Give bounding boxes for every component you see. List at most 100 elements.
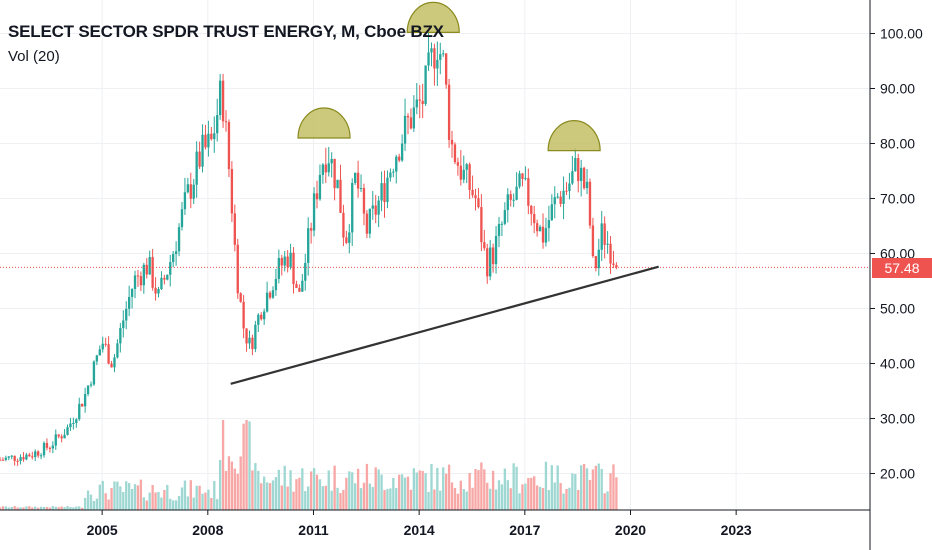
peak-arc-marker (297, 107, 351, 139)
volume-bar (248, 421, 251, 510)
candle-body (101, 343, 104, 350)
volume-bar (527, 477, 530, 510)
candle-body (348, 232, 351, 243)
volume-bar (31, 507, 34, 510)
candle-body (359, 188, 363, 190)
candle-body (547, 220, 551, 229)
volume-bar (157, 491, 160, 510)
candlesticks[interactable] (0, 32, 618, 466)
candle-body (324, 164, 327, 173)
y-tick-label: 40.00 (880, 356, 915, 372)
volume-bar (239, 456, 242, 510)
candle-body (568, 183, 571, 192)
candle-body (533, 213, 536, 224)
x-tick-label: 2014 (404, 522, 435, 538)
volume-bar (315, 474, 319, 510)
candle-body (113, 357, 116, 368)
volume-bar (39, 506, 43, 510)
candle-body (218, 80, 222, 116)
candle-body (342, 212, 345, 238)
candle-body (609, 243, 612, 264)
candle-body (494, 236, 498, 265)
volume-bar (348, 471, 351, 510)
candle-body (474, 195, 477, 199)
x-tick-label: 2008 (192, 522, 223, 538)
volume-bar (612, 464, 615, 510)
candle-body (213, 133, 216, 140)
candle-body (406, 115, 410, 118)
volume-bar (565, 488, 568, 510)
volume-bar (148, 492, 151, 510)
volume-bar (69, 506, 72, 510)
candle-body (157, 288, 160, 294)
volume-bar (86, 490, 90, 510)
volume-bar (353, 483, 357, 510)
volume-bar (89, 494, 93, 510)
volume-bar (330, 490, 333, 510)
candle-body (204, 134, 207, 148)
volume-bar (198, 485, 201, 510)
candle-body (186, 184, 190, 193)
volume-bar (568, 487, 571, 510)
volume-bar (480, 462, 483, 510)
x-tick-label: 2005 (87, 522, 118, 538)
candle-body (462, 169, 465, 180)
volume-bar (210, 497, 213, 510)
candle-body (439, 54, 442, 60)
volume-bar (260, 483, 263, 510)
volume-bar (236, 473, 239, 510)
volume-bar (459, 480, 462, 510)
volume-bar (292, 491, 295, 510)
candle-body (251, 337, 254, 350)
candle-body (550, 204, 553, 221)
volume-bar (585, 468, 589, 510)
volume-bar (54, 506, 57, 510)
volume-bar (45, 507, 49, 510)
candle-body (307, 228, 310, 263)
volume-bar (116, 481, 119, 510)
volume-bar (213, 481, 216, 510)
annotations[interactable] (0, 1, 870, 385)
candle-body (25, 454, 28, 460)
candle-body (63, 434, 66, 439)
candle-body (277, 258, 281, 279)
volume-bar (298, 477, 301, 510)
candle-body (603, 223, 606, 245)
candle-body (339, 179, 342, 213)
volume-bar (174, 500, 178, 510)
y-tick-label: 80.00 (880, 136, 915, 152)
volume-bar (389, 488, 392, 510)
candle-body (506, 194, 509, 211)
candle-body (571, 171, 574, 184)
volume-bar (403, 477, 407, 510)
volume-bar (515, 466, 518, 510)
candle-body (497, 223, 501, 237)
candle-body (486, 248, 489, 277)
chart-title: SELECT SECTOR SPDR TRUST ENERGY, M, Cboe… (8, 22, 444, 41)
candle-body (283, 256, 286, 266)
volume-bar (10, 506, 13, 510)
volume-bar (107, 499, 110, 510)
candle-body (565, 190, 568, 192)
candle-body (230, 169, 234, 214)
candle-body (0, 459, 2, 461)
volume-bars (0, 420, 618, 510)
candle-body (81, 403, 84, 407)
candle-body (260, 314, 263, 320)
volume-bar (113, 481, 116, 510)
volume-bar (471, 487, 474, 510)
volume-label[interactable]: Vol (20) (8, 48, 60, 65)
candle-body (136, 275, 140, 277)
candle-body (110, 363, 113, 368)
candle-body (477, 198, 480, 208)
volume-bar (436, 467, 439, 510)
candle-body (169, 262, 172, 275)
candle-body (180, 209, 184, 228)
volume-bar (424, 473, 427, 510)
candle-body (107, 344, 110, 364)
candle-body (221, 80, 225, 122)
candle-body (57, 434, 60, 437)
candle-body (125, 308, 128, 321)
volume-bar (324, 485, 327, 510)
